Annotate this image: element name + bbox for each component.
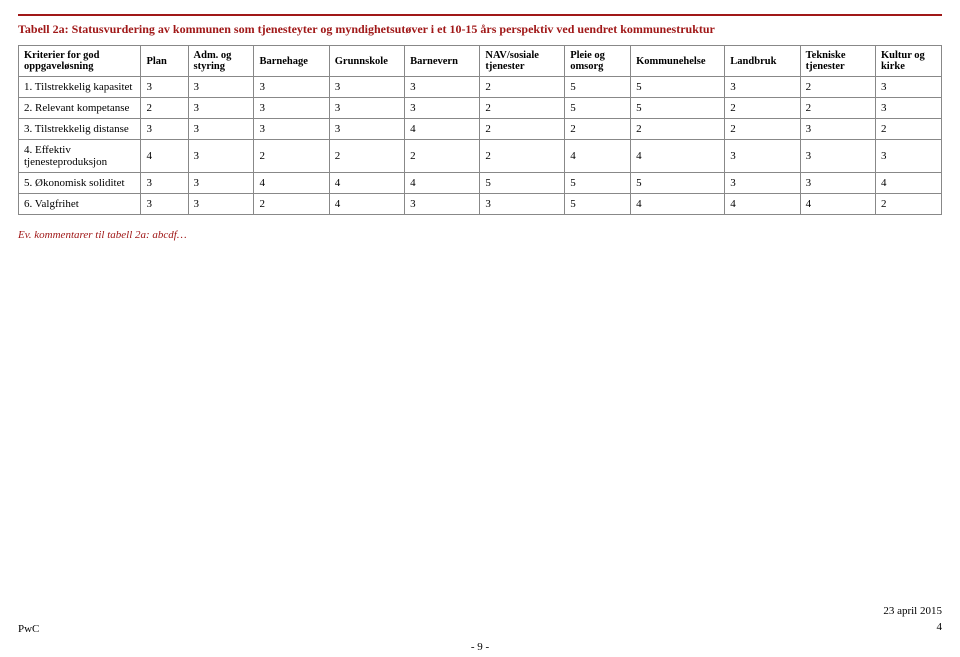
cell-value: 4 — [254, 173, 329, 194]
cell-value: 5 — [631, 173, 725, 194]
cell-value: 3 — [405, 98, 480, 119]
cell-value: 3 — [800, 140, 875, 173]
cell-value: 3 — [329, 119, 404, 140]
cell-value: 2 — [875, 119, 941, 140]
row-label: 5. Økonomisk soliditet — [19, 173, 141, 194]
cell-value: 3 — [188, 173, 254, 194]
cell-value: 2 — [405, 140, 480, 173]
footer-left: PwC — [18, 623, 39, 635]
cell-value: 2 — [254, 194, 329, 215]
row-label: 6. Valgfrihet — [19, 194, 141, 215]
cell-value: 3 — [329, 98, 404, 119]
cell-value: 3 — [875, 140, 941, 173]
cell-value: 4 — [329, 194, 404, 215]
cell-value: 3 — [188, 119, 254, 140]
table-row: 4. Effektiv tjenesteproduksjon4322224433… — [19, 140, 942, 173]
cell-value: 5 — [565, 173, 631, 194]
cell-value: 3 — [254, 98, 329, 119]
cell-value: 3 — [141, 77, 188, 98]
footer-page-right: 4 — [883, 620, 942, 635]
col-header: Tekniske tjenester — [800, 46, 875, 77]
cell-value: 5 — [480, 173, 565, 194]
cell-value: 2 — [800, 98, 875, 119]
cell-value: 3 — [141, 194, 188, 215]
footer-page-center: - 9 - — [0, 641, 960, 653]
cell-value: 4 — [725, 194, 800, 215]
cell-value: 5 — [565, 77, 631, 98]
cell-value: 3 — [800, 173, 875, 194]
cell-value: 3 — [800, 119, 875, 140]
table-row: 6. Valgfrihet33243354442 — [19, 194, 942, 215]
col-header: Pleie og omsorg — [565, 46, 631, 77]
cell-value: 3 — [725, 140, 800, 173]
cell-value: 4 — [405, 173, 480, 194]
cell-value: 3 — [875, 77, 941, 98]
table-comment: Ev. kommentarer til tabell 2a: abcdf… — [18, 229, 942, 241]
row-label: 2. Relevant kompetanse — [19, 98, 141, 119]
cell-value: 4 — [141, 140, 188, 173]
col-header: Plan — [141, 46, 188, 77]
footer-date: 23 april 2015 — [883, 604, 942, 619]
cell-value: 3 — [254, 119, 329, 140]
col-header: Kriterier for god oppgaveløsning — [19, 46, 141, 77]
cell-value: 3 — [141, 119, 188, 140]
cell-value: 2 — [875, 194, 941, 215]
col-header: Landbruk — [725, 46, 800, 77]
row-label: 3. Tilstrekkelig distanse — [19, 119, 141, 140]
status-table: Kriterier for god oppgaveløsningPlanAdm.… — [18, 45, 942, 215]
cell-value: 2 — [480, 77, 565, 98]
cell-value: 3 — [725, 173, 800, 194]
col-header: Barnevern — [405, 46, 480, 77]
cell-value: 5 — [631, 77, 725, 98]
cell-value: 3 — [405, 77, 480, 98]
table-row: 2. Relevant kompetanse23333255223 — [19, 98, 942, 119]
cell-value: 4 — [631, 140, 725, 173]
table-row: 5. Økonomisk soliditet33444555334 — [19, 173, 942, 194]
cell-value: 5 — [565, 98, 631, 119]
cell-value: 2 — [631, 119, 725, 140]
cell-value: 4 — [631, 194, 725, 215]
cell-value: 3 — [725, 77, 800, 98]
cell-value: 2 — [725, 98, 800, 119]
cell-value: 3 — [141, 173, 188, 194]
cell-value: 4 — [405, 119, 480, 140]
cell-value: 3 — [188, 194, 254, 215]
col-header: Kommunehelse — [631, 46, 725, 77]
cell-value: 2 — [254, 140, 329, 173]
table-row: 3. Tilstrekkelig distanse33334222232 — [19, 119, 942, 140]
table-title: Tabell 2a: Statusvurdering av kommunen s… — [18, 14, 942, 37]
col-header: NAV/sosiale tjenester — [480, 46, 565, 77]
cell-value: 2 — [800, 77, 875, 98]
cell-value: 2 — [480, 98, 565, 119]
cell-value: 2 — [565, 119, 631, 140]
cell-value: 4 — [565, 140, 631, 173]
cell-value: 3 — [254, 77, 329, 98]
cell-value: 2 — [329, 140, 404, 173]
cell-value: 4 — [329, 173, 404, 194]
col-header: Kultur og kirke — [875, 46, 941, 77]
cell-value: 3 — [405, 194, 480, 215]
cell-value: 5 — [631, 98, 725, 119]
footer-right: 23 april 2015 4 — [883, 604, 942, 635]
cell-value: 3 — [875, 98, 941, 119]
cell-value: 3 — [188, 77, 254, 98]
table-row: 1. Tilstrekkelig kapasitet33333255323 — [19, 77, 942, 98]
table-header-row: Kriterier for god oppgaveløsningPlanAdm.… — [19, 46, 942, 77]
col-header: Grunnskole — [329, 46, 404, 77]
cell-value: 4 — [800, 194, 875, 215]
row-label: 4. Effektiv tjenesteproduksjon — [19, 140, 141, 173]
cell-value: 5 — [565, 194, 631, 215]
cell-value: 2 — [480, 140, 565, 173]
cell-value: 2 — [725, 119, 800, 140]
cell-value: 3 — [188, 98, 254, 119]
cell-value: 2 — [480, 119, 565, 140]
cell-value: 2 — [141, 98, 188, 119]
cell-value: 3 — [188, 140, 254, 173]
cell-value: 3 — [329, 77, 404, 98]
cell-value: 3 — [480, 194, 565, 215]
cell-value: 4 — [875, 173, 941, 194]
col-header: Barnehage — [254, 46, 329, 77]
row-label: 1. Tilstrekkelig kapasitet — [19, 77, 141, 98]
col-header: Adm. og styring — [188, 46, 254, 77]
